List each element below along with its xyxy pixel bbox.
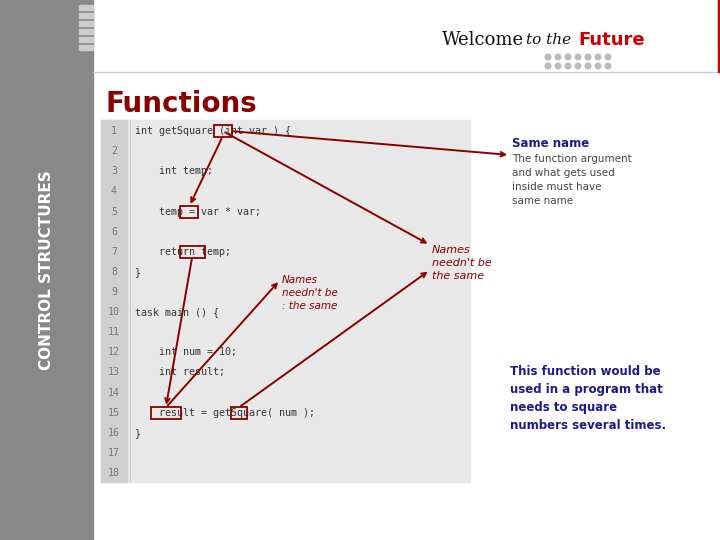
Circle shape <box>565 63 571 69</box>
Bar <box>79 29 93 34</box>
Bar <box>101 120 470 482</box>
Circle shape <box>606 54 611 60</box>
Text: 17: 17 <box>108 448 120 458</box>
Text: The function argument
and what gets used
inside must have
same name: The function argument and what gets used… <box>512 154 631 206</box>
Text: This function would be
used in a program that
needs to square
numbers several ti: This function would be used in a program… <box>510 365 666 432</box>
Bar <box>93 0 720 540</box>
Text: int result;: int result; <box>135 367 225 377</box>
Circle shape <box>555 54 561 60</box>
Text: 8: 8 <box>111 267 117 277</box>
Circle shape <box>575 54 581 60</box>
Text: 14: 14 <box>108 388 120 397</box>
Text: 13: 13 <box>108 367 120 377</box>
Circle shape <box>575 63 581 69</box>
Bar <box>79 21 93 26</box>
Text: 4: 4 <box>111 186 117 197</box>
Text: int num = 10;: int num = 10; <box>135 347 237 357</box>
Text: 12: 12 <box>108 347 120 357</box>
Text: Names
needn't be
: the same: Names needn't be : the same <box>282 275 338 312</box>
Circle shape <box>555 63 561 69</box>
Circle shape <box>585 63 591 69</box>
Text: return temp;: return temp; <box>135 247 231 256</box>
Text: Future: Future <box>578 31 644 49</box>
Text: 5: 5 <box>111 206 117 217</box>
Text: Same name: Same name <box>512 137 589 150</box>
Text: temp = var * var;: temp = var * var; <box>135 206 261 217</box>
Text: }: } <box>135 428 141 438</box>
Text: int getSquare (int var ) {: int getSquare (int var ) { <box>135 126 291 136</box>
Text: CONTROL STRUCTURES: CONTROL STRUCTURES <box>39 170 54 370</box>
Circle shape <box>595 63 600 69</box>
Bar <box>79 45 93 50</box>
Circle shape <box>565 54 571 60</box>
Text: result = getSquare( num );: result = getSquare( num ); <box>135 408 315 417</box>
Circle shape <box>606 63 611 69</box>
Bar <box>79 37 93 42</box>
Text: 2: 2 <box>111 146 117 156</box>
Text: 18: 18 <box>108 468 120 478</box>
Text: to the: to the <box>526 33 571 47</box>
Circle shape <box>545 63 551 69</box>
Circle shape <box>585 54 591 60</box>
Text: 15: 15 <box>108 408 120 417</box>
Text: 6: 6 <box>111 227 117 237</box>
Text: }: } <box>135 267 141 277</box>
Text: 7: 7 <box>111 247 117 256</box>
Bar <box>79 13 93 18</box>
Bar <box>101 120 127 482</box>
Text: Functions: Functions <box>105 90 257 118</box>
Text: 1: 1 <box>111 126 117 136</box>
Text: Welcome: Welcome <box>442 31 524 49</box>
Circle shape <box>595 54 600 60</box>
Text: 10: 10 <box>108 307 120 317</box>
Text: 3: 3 <box>111 166 117 176</box>
Text: task main () {: task main () { <box>135 307 219 317</box>
Text: 16: 16 <box>108 428 120 438</box>
Text: int temp;: int temp; <box>135 166 213 176</box>
Text: 9: 9 <box>111 287 117 297</box>
Bar <box>0 0 93 540</box>
Circle shape <box>545 54 551 60</box>
Text: Names
needn't be
the same: Names needn't be the same <box>432 245 492 281</box>
Text: 11: 11 <box>108 327 120 337</box>
Bar <box>79 5 93 10</box>
Bar <box>718 0 720 72</box>
